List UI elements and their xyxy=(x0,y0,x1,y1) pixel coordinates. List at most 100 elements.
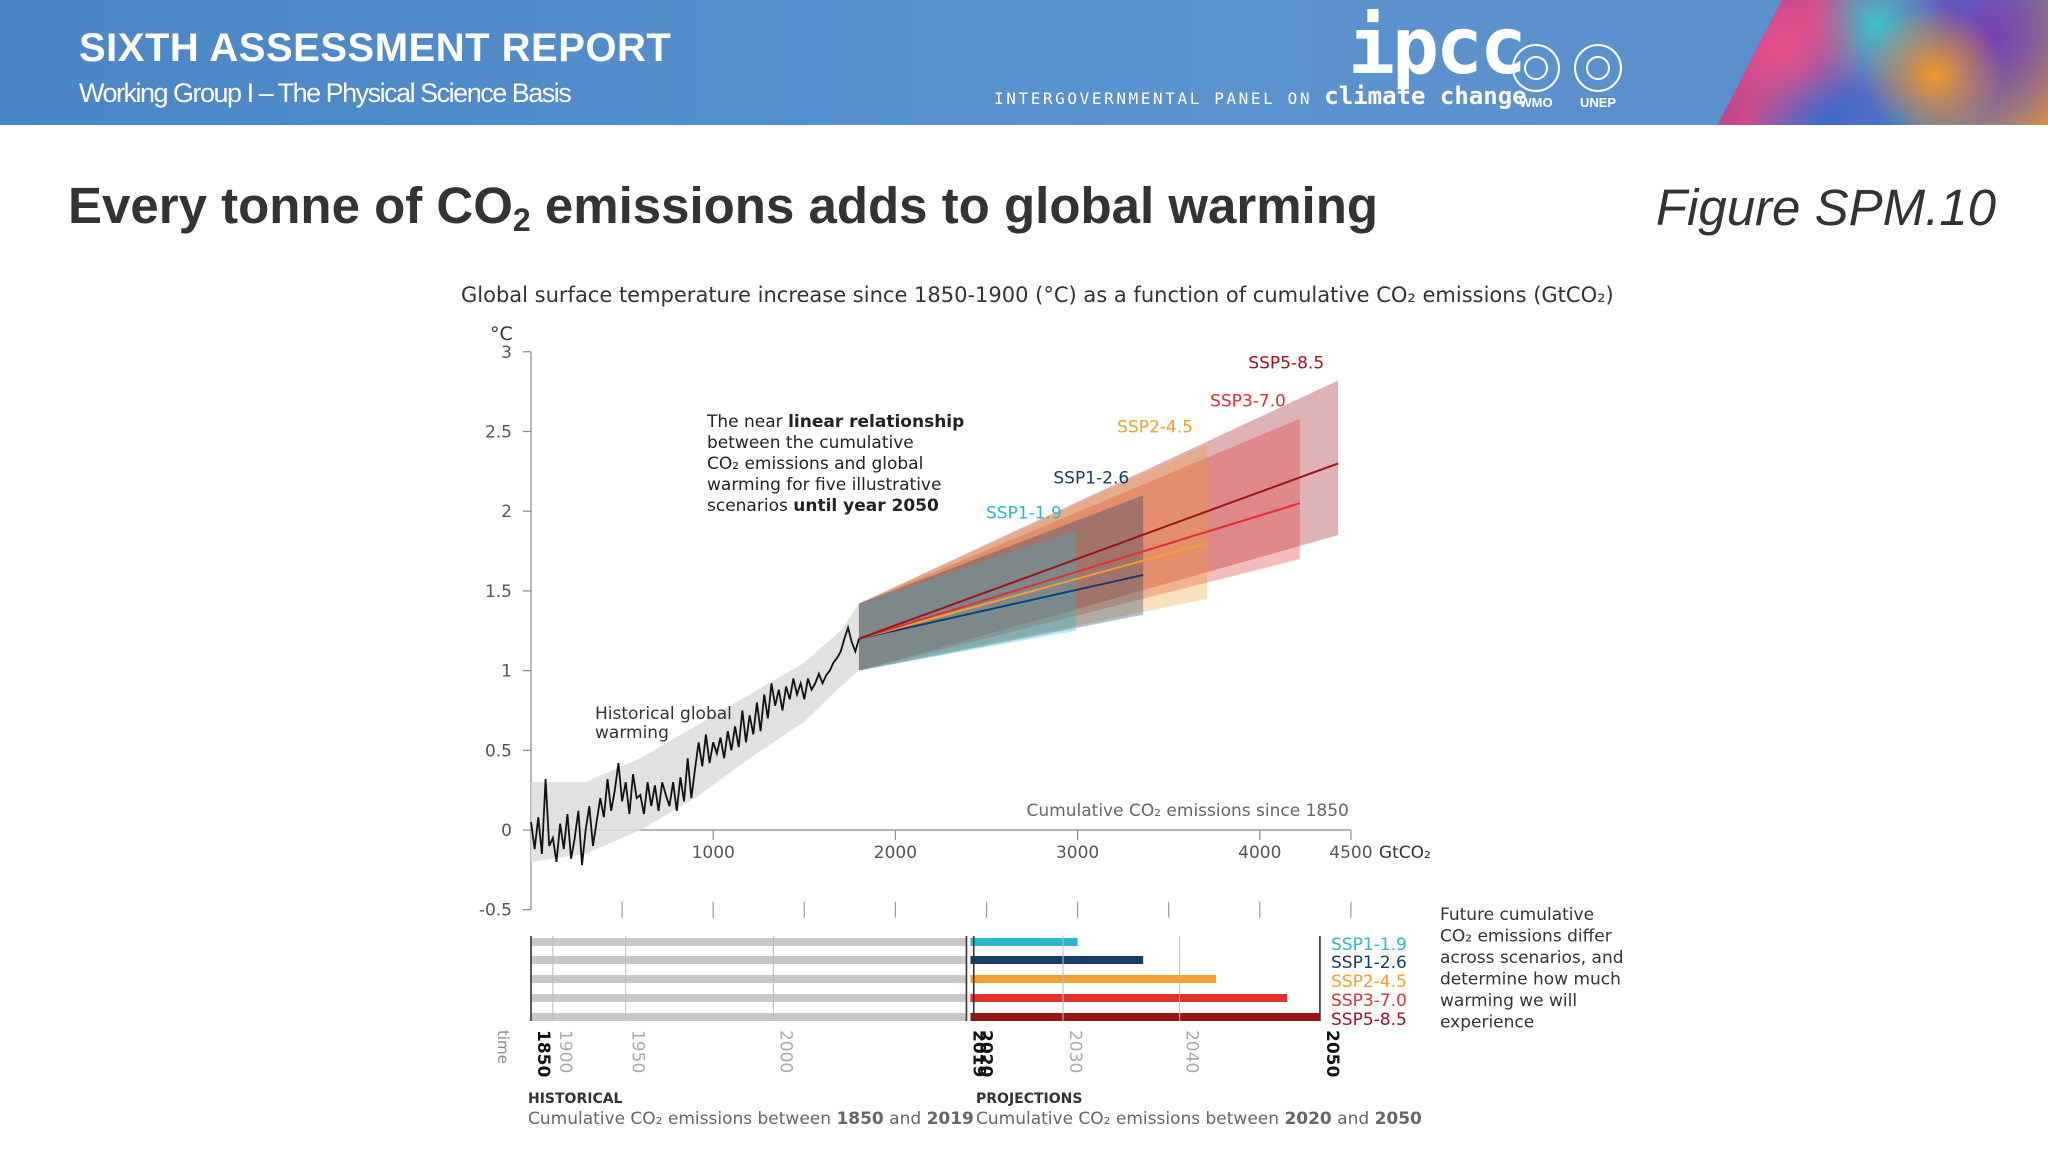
year-label: 2040 xyxy=(1182,1030,1202,1073)
future-note-line: across scenarios, and xyxy=(1440,948,1624,968)
ipcc-logo: ipcc xyxy=(1348,2,1527,92)
year-label: 2030 xyxy=(1065,1030,1085,1073)
annotation-linear-line-part: between the cumulative xyxy=(707,433,914,453)
timeline-scenario-label: SSP2-4.5 xyxy=(1331,972,1407,992)
historical-bar xyxy=(531,975,967,983)
banner-artwork xyxy=(1717,0,2048,125)
historical-warming-line xyxy=(530,624,860,866)
timeline-scenario-label: SSP1-1.9 xyxy=(1331,935,1407,955)
line-ssp370 xyxy=(858,502,1301,640)
annotation-linear-line: scenarios until year 2050 xyxy=(707,496,939,516)
y-tick-label: 2 xyxy=(501,502,512,522)
figure-reference: Figure SPM.10 xyxy=(1655,179,1996,236)
historical-caption-part: 1850 xyxy=(836,1109,883,1129)
annotation-linear-line-part: CO₂ emissions and global xyxy=(707,454,923,474)
annotation-linear-line-part: scenarios xyxy=(707,496,793,516)
annotation-linear-line: The near linear relationship xyxy=(706,412,964,432)
historical-heading: HISTORICAL xyxy=(528,1091,623,1107)
annotation-linear-line-part: until year 2050 xyxy=(793,496,939,516)
projections-caption-part: 2020 xyxy=(1284,1109,1331,1129)
headline-post: emissions adds to global warming xyxy=(530,177,1379,234)
projection-bar-ssp245 xyxy=(970,975,1217,983)
x-tick-label: 2000 xyxy=(874,843,917,863)
annotation-linear-line-part: warming for five illustrative xyxy=(707,475,941,495)
x-tick-label: 4000 xyxy=(1238,843,1281,863)
wmo-logo: WMO xyxy=(1510,44,1562,110)
y-tick-label: 1.5 xyxy=(485,582,512,602)
year-label: 2019 xyxy=(968,1030,988,1077)
report-title: SIXTH ASSESSMENT REPORT xyxy=(79,26,672,70)
x-tick-label: 4500 xyxy=(1329,843,1372,863)
year-label: 1900 xyxy=(555,1030,575,1073)
timeline-scenario-label: SSP3-7.0 xyxy=(1331,991,1407,1011)
historical-bar xyxy=(531,994,967,1002)
y-tick-label: 0 xyxy=(501,821,512,841)
y-tick-label: -0.5 xyxy=(479,901,512,921)
y-tick-label: 3 xyxy=(501,343,512,363)
year-label: 2000 xyxy=(775,1030,795,1073)
x-axis-label: Cumulative CO₂ emissions since 1850 xyxy=(1027,801,1349,821)
x-axis-unit: GtCO₂ xyxy=(1379,843,1431,863)
headline-pre: Every tonne of CO xyxy=(68,177,513,234)
scenario-label: SSP5-8.5 xyxy=(1248,353,1324,373)
scenario-label: SSP3-7.0 xyxy=(1210,392,1286,412)
projection-bar-ssp126 xyxy=(970,956,1144,964)
unep-emblem-icon xyxy=(1574,44,1622,92)
projection-bar-ssp370 xyxy=(970,994,1288,1002)
chart-title: Global surface temperature increase sinc… xyxy=(461,283,1614,307)
wmo-label: WMO xyxy=(1519,95,1553,110)
projection-bar-ssp119 xyxy=(970,938,1078,946)
wmo-emblem-icon xyxy=(1512,44,1560,92)
line-ssp585 xyxy=(858,462,1339,640)
historical-bar xyxy=(531,938,967,946)
projections-caption-part: 2050 xyxy=(1375,1109,1422,1129)
annotation-linear-line: CO₂ emissions and global xyxy=(707,454,923,474)
ipcc-tagline: INTERGOVERNMENTAL PANEL ON climate chang… xyxy=(994,82,1527,110)
scenario-label: SSP1-1.9 xyxy=(986,503,1062,523)
projections-caption-part: and xyxy=(1332,1109,1375,1129)
fan-ssp126 xyxy=(858,495,1144,671)
timeline-scenario-label: SSP1-2.6 xyxy=(1331,953,1407,973)
future-note-line: warming we will xyxy=(1440,991,1577,1011)
plot-area: 3 2.5 2 1.5 1 0.5 0 -0.5 1000 2000 3000 4000 4500 GtC… xyxy=(479,343,1431,921)
y-tick-label: 1 xyxy=(501,662,512,682)
y-axis-unit: °C xyxy=(490,323,513,345)
report-banner: SIXTH ASSESSMENT REPORT Working Group I … xyxy=(0,0,2048,125)
annotation-historical-line: Historical global xyxy=(595,704,732,724)
y-tick-label: 0.5 xyxy=(485,741,512,761)
x-tick-label: 1000 xyxy=(692,843,735,863)
fan-ssp585 xyxy=(858,380,1339,671)
historical-uncertainty-band xyxy=(531,603,859,862)
fan-ssp119 xyxy=(858,530,1076,671)
historical-caption-part: and xyxy=(884,1109,927,1129)
annotation-linear-line-part: linear relationship xyxy=(788,412,964,432)
projections-heading: PROJECTIONS xyxy=(976,1091,1082,1107)
emissions-timeline: SSP1-1.9SSP1-2.6SSP2-4.5SSP3-7.0SSP5-8.5… xyxy=(494,905,1624,1129)
historical-caption: Cumulative CO₂ emissions between 1850 an… xyxy=(528,1109,974,1129)
time-label: time xyxy=(494,1030,512,1064)
ipcc-tagline-prefix: INTERGOVERNMENTAL PANEL ON xyxy=(994,89,1325,108)
historical-bar xyxy=(531,1013,967,1021)
annotation-historical-line: warming xyxy=(595,723,669,743)
year-label: 2020 xyxy=(976,1030,996,1077)
projection-bar-ssp585 xyxy=(970,1013,1320,1021)
projections-caption-part: Cumulative CO₂ emissions between xyxy=(976,1109,1284,1129)
projections-caption: Cumulative CO₂ emissions between 2020 an… xyxy=(976,1109,1422,1129)
timeline-scenario-label: SSP5-8.5 xyxy=(1331,1010,1407,1030)
headline-sub: 2 xyxy=(512,202,531,238)
scenario-label: SSP2-4.5 xyxy=(1117,417,1193,437)
y-tick-label: 2.5 xyxy=(485,423,512,443)
historical-caption-part: Cumulative CO₂ emissions between xyxy=(528,1109,836,1129)
ipcc-tagline-emph: climate change xyxy=(1324,82,1527,110)
annotation-linear-line: between the cumulative xyxy=(707,433,914,453)
slide-headline: Every tonne of CO2 emissions adds to glo… xyxy=(68,176,1378,239)
unep-label: UNEP xyxy=(1579,95,1617,110)
historical-bar xyxy=(531,956,967,964)
historical-caption-part: 2019 xyxy=(927,1109,974,1129)
report-subtitle: Working Group I – The Physical Science B… xyxy=(79,78,572,108)
future-note-line: CO₂ emissions differ xyxy=(1440,927,1612,947)
year-label: 1950 xyxy=(628,1030,648,1073)
unep-logo: UNEP xyxy=(1572,44,1624,110)
line-ssp126 xyxy=(858,573,1144,640)
